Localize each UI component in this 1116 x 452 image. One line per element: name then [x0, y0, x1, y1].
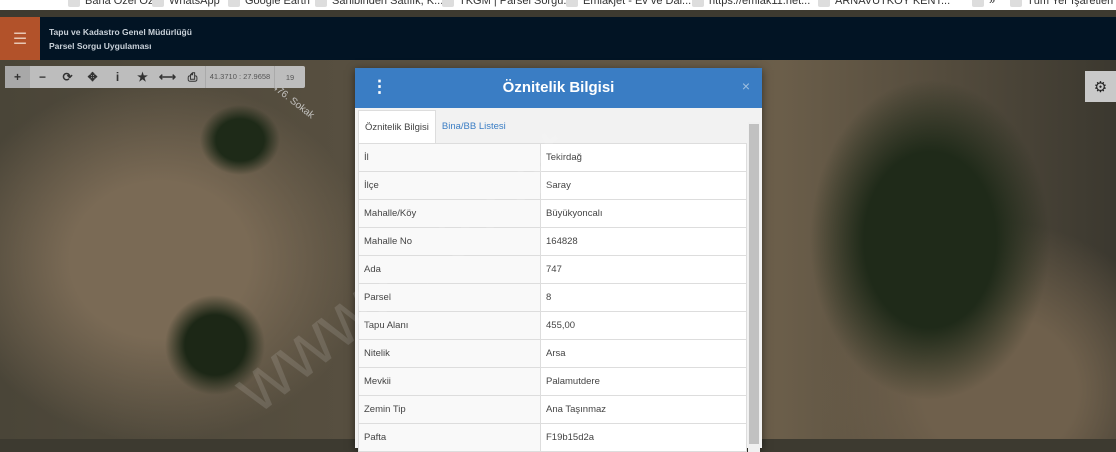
- bookmark-item[interactable]: ARNAVUTKÖY KENT...: [818, 0, 950, 7]
- settings-button[interactable]: ⚙: [1085, 71, 1116, 102]
- bookmark-icon: [315, 0, 327, 7]
- info-button[interactable]: i: [115, 70, 120, 84]
- zoom-in-button[interactable]: +: [5, 66, 30, 88]
- table-row: Pafta F19b15d2a: [358, 423, 747, 452]
- favorite-button[interactable]: ★: [137, 70, 148, 84]
- attribute-value: Arsa: [540, 339, 747, 368]
- bookmark-label: Tüm Yer İşaretleri: [1027, 0, 1114, 7]
- attribute-value: F19b15d2a: [540, 423, 747, 452]
- refresh-button[interactable]: ⟳: [62, 70, 73, 84]
- bookmark-icon: [692, 0, 704, 7]
- bookmark-label: Bana Özel Özet: [85, 0, 163, 7]
- app-header: ☰ Tapu ve Kadastro Genel Müdürlüğü Parse…: [0, 17, 1116, 60]
- table-row: Mahalle No 164828: [358, 227, 747, 256]
- table-row: Tapu Alanı 455,00: [358, 311, 747, 340]
- bookmark-icon: [972, 0, 984, 7]
- attribute-label: Mahalle No: [358, 227, 541, 256]
- zoom-level: 19: [285, 72, 295, 82]
- attribute-label: Nitelik: [358, 339, 541, 368]
- dialog-title: Öznitelik Bilgisi: [502, 79, 615, 96]
- map-toolbar: + − ⟳ ✥ i ★ ⟷ ⎙ 41.3710 : 27.9658 19: [5, 66, 305, 88]
- bookmark-icon: [566, 0, 578, 7]
- dialog-tabs: Öznitelik Bilgisi Bina/BB Listesi: [358, 110, 512, 143]
- attribute-value: 747: [540, 255, 747, 284]
- bookmark-icon: [68, 0, 80, 7]
- bookmark-item[interactable]: TKGM | Parsel Sorgu...: [442, 0, 573, 7]
- bookmark-icon: [152, 0, 164, 7]
- bookmark-label: TKGM | Parsel Sorgu...: [459, 0, 573, 7]
- bookmark-label: »: [989, 0, 996, 7]
- bookmark-icon: [228, 0, 240, 7]
- table-row: İlçe Saray: [358, 171, 747, 200]
- attribute-label: Tapu Alanı: [358, 311, 541, 340]
- measure-button[interactable]: ⟷: [158, 70, 177, 84]
- tab-1[interactable]: Bina/BB Listesi: [441, 121, 506, 132]
- table-row: Parsel 8: [358, 283, 747, 312]
- kebab-menu-icon[interactable]: ⋮: [371, 77, 388, 96]
- zoom-out-button[interactable]: −: [38, 70, 46, 84]
- bookmark-label: Google Earth: [245, 0, 310, 7]
- bookmark-icon: [442, 0, 454, 7]
- print-button[interactable]: ⎙: [187, 69, 198, 84]
- bookmark-item[interactable]: Sahibinden Satılık, K...: [315, 0, 443, 7]
- attribute-value: 8: [540, 283, 747, 312]
- attribute-label: İl: [358, 143, 541, 172]
- app-subtitle: Parsel Sorgu Uygulaması: [49, 41, 152, 51]
- bookmark-label: Emlakjet - Ev ve Dai...: [583, 0, 692, 7]
- attribute-dialog: ⋮ Öznitelik Bilgisi × Öznitelik Bilgisi B…: [355, 68, 762, 452]
- bookmark-icon: [818, 0, 830, 7]
- attribute-value: 455,00: [540, 311, 747, 340]
- bookmarks-bar: Bana Özel Özet WhatsApp Google Earth Sahibi…: [0, 0, 1116, 10]
- menu-button[interactable]: ☰: [0, 17, 40, 60]
- scrollbar-thumb[interactable]: [749, 124, 759, 444]
- attribute-label: İlçe: [358, 171, 541, 200]
- close-icon[interactable]: ×: [741, 78, 750, 94]
- bookmark-item[interactable]: https://emlak11.net...: [692, 0, 810, 7]
- hamburger-icon: ☰: [12, 30, 28, 48]
- bookmark-item[interactable]: »: [972, 0, 995, 7]
- attribute-value: 164828: [540, 227, 747, 256]
- bookmark-icon: [1010, 0, 1022, 7]
- attribute-label: Pafta: [358, 423, 541, 452]
- bookmark-label: Sahibinden Satılık, K...: [332, 0, 444, 7]
- attribute-label: Parsel: [358, 283, 541, 312]
- bookmark-label: WhatsApp: [169, 0, 220, 7]
- table-row: Nitelik Arsa: [358, 339, 747, 368]
- tab-0[interactable]: Öznitelik Bilgisi: [358, 110, 436, 143]
- locate-button[interactable]: ✥: [87, 70, 98, 84]
- table-row: İl Tekirdağ: [358, 143, 747, 172]
- dialog-header: ⋮ Öznitelik Bilgisi ×: [355, 68, 762, 108]
- scrollbar[interactable]: [748, 122, 760, 452]
- bookmark-item[interactable]: WhatsApp: [152, 0, 220, 7]
- bookmark-item[interactable]: Tüm Yer İşaretleri: [1010, 0, 1113, 7]
- table-row: Mahalle/Köy Büyükyoncalı: [358, 199, 747, 228]
- coordinates-readout: 41.3710 : 27.9658: [205, 66, 275, 88]
- gear-icon: ⚙: [1093, 78, 1108, 96]
- bookmark-item[interactable]: Bana Özel Özet: [68, 0, 163, 7]
- attribute-value: Büyükyoncalı: [540, 199, 747, 228]
- attribute-table: İl Tekirdağ İlçe Saray Mahalle/Köy Büyükyonca…: [358, 143, 747, 452]
- attribute-label: Ada: [358, 255, 541, 284]
- table-row: Zemin Tip Ana Taşınmaz: [358, 395, 747, 424]
- bookmark-item[interactable]: Emlakjet - Ev ve Dai...: [566, 0, 691, 7]
- bookmark-item[interactable]: Google Earth: [228, 0, 310, 7]
- attribute-value: Palamutdere: [540, 367, 747, 396]
- attribute-label: Zemin Tip: [358, 395, 541, 424]
- attribute-label: Mahalle/Köy: [358, 199, 541, 228]
- bookmark-label: https://emlak11.net...: [709, 0, 811, 7]
- attribute-value: Saray: [540, 171, 747, 200]
- attribute-value: Tekirdağ: [540, 143, 747, 172]
- app-title: Tapu ve Kadastro Genel Müdürlüğü: [49, 27, 192, 37]
- attribute-value: Ana Taşınmaz: [540, 395, 747, 424]
- table-row: Mevkii Palamutdere: [358, 367, 747, 396]
- bookmark-label: ARNAVUTKÖY KENT...: [835, 0, 951, 7]
- attribute-label: Mevkii: [358, 367, 541, 396]
- table-row: Ada 747: [358, 255, 747, 284]
